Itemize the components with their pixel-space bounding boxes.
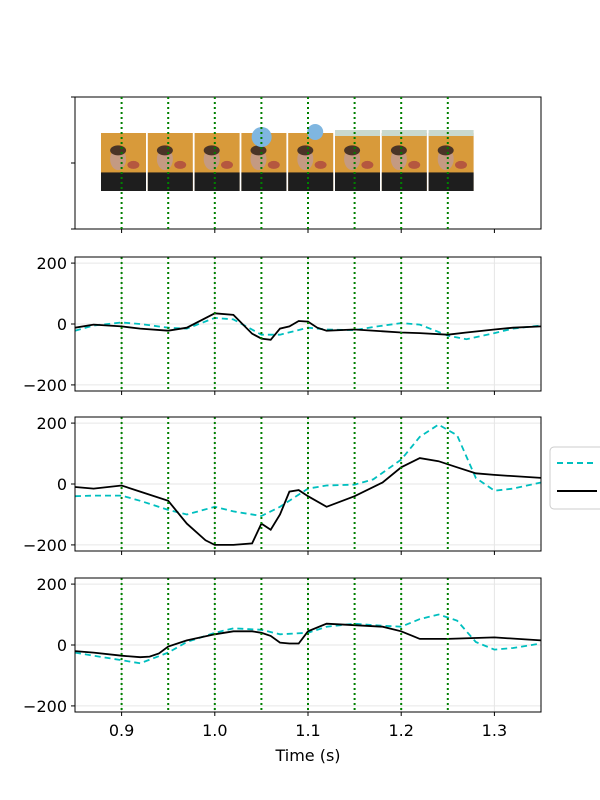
series-line-cyan (75, 613, 541, 665)
frame-hand (455, 160, 467, 169)
y-tick-label: 200 (36, 414, 67, 433)
frame-shirt (241, 172, 287, 191)
frame-shirt (381, 172, 427, 191)
frame-hair (437, 145, 454, 156)
line-panel-3: −200 0 200 (23, 575, 542, 716)
frame-hair (297, 145, 314, 156)
x-axis-title: Time (s) (274, 746, 340, 765)
y-tick-label: −200 (23, 536, 67, 555)
x-tick-label: 1.2 (388, 721, 413, 740)
frame-hand (174, 160, 187, 169)
y-tick-label: 0 (57, 315, 67, 334)
series-line-black (75, 622, 541, 659)
series-line-black (75, 457, 541, 546)
series-group (75, 423, 541, 546)
x-tick-label: 1.1 (295, 721, 320, 740)
video-frame (335, 130, 380, 191)
frame-shirt (147, 172, 193, 191)
x-tick-labels: 0.9 1.0 1.1 1.2 1.3 (109, 721, 507, 740)
frame-shirt (288, 172, 334, 191)
y-tick-label: −200 (23, 376, 67, 395)
video-frame (147, 133, 193, 191)
frame-hair (203, 145, 220, 156)
video-frame (288, 124, 334, 191)
video-frame (194, 133, 240, 191)
frames-ticks (71, 96, 495, 233)
frame-shirt (101, 172, 146, 191)
x-tick-label: 1.3 (482, 721, 507, 740)
video-frame (101, 133, 146, 191)
frame-hand (361, 160, 374, 169)
video-frame (428, 130, 474, 191)
frame-hair (344, 145, 361, 156)
frames-strip (101, 124, 474, 191)
frame-top-strip (428, 130, 474, 136)
ball-icon (307, 124, 324, 140)
frame-top-strip (381, 130, 427, 136)
series-group (75, 613, 541, 665)
y-tick-label: 0 (57, 475, 67, 494)
y-tick-label: −200 (23, 697, 67, 716)
frame-hand (267, 160, 280, 169)
frame-shirt (194, 172, 240, 191)
x-tick-label: 0.9 (109, 721, 134, 740)
frame-hand (221, 160, 233, 169)
frame-hair (390, 145, 407, 156)
y-tick-label: 200 (36, 575, 67, 594)
video-frame (241, 127, 287, 191)
frame-hand (127, 160, 140, 169)
frame-hair (110, 145, 127, 156)
line-panel-2: −200 0 200 (23, 414, 542, 555)
line-panel-1: −200 0 200 (23, 254, 542, 395)
frames-vlines (120, 97, 449, 229)
legend (549, 446, 600, 510)
frames-panel (71, 96, 542, 233)
y-tick-label: 200 (36, 254, 67, 273)
legend-box (549, 446, 600, 510)
frame-shirt (428, 172, 474, 191)
frame-top-strip (335, 130, 380, 136)
y-tick-label: 0 (57, 636, 67, 655)
frame-hair (250, 145, 267, 156)
frame-hair (156, 145, 173, 156)
series-line-cyan (75, 423, 541, 517)
video-frame (381, 130, 427, 191)
frame-shirt (335, 172, 380, 191)
series-line-black (75, 312, 541, 341)
frame-hand (408, 160, 421, 169)
frame-hand (314, 160, 327, 169)
x-tick-label: 1.0 (202, 721, 227, 740)
